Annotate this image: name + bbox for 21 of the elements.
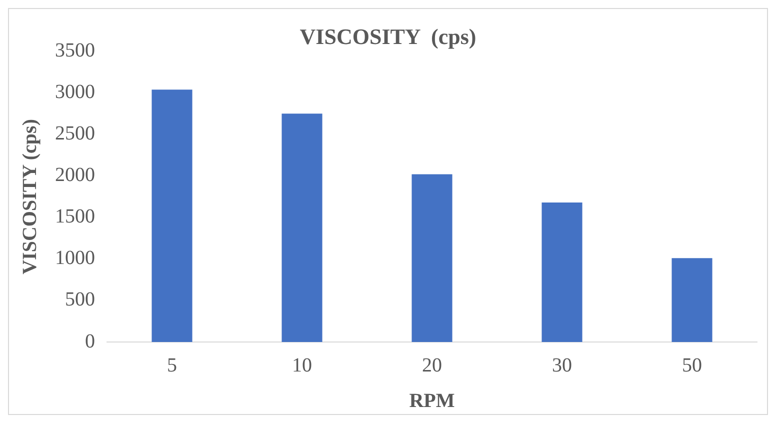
y-tick-label: 3500 <box>55 40 95 62</box>
chart-title: VISCOSITY (cps) <box>300 24 476 49</box>
x-tick-label: 5 <box>167 354 177 376</box>
bar <box>672 258 712 342</box>
y-tick-label: 0 <box>85 330 95 352</box>
y-axis-title: VISCOSITY (cps) <box>19 118 42 274</box>
x-tick-label: 20 <box>422 354 442 376</box>
y-tick-label: 2500 <box>55 122 95 145</box>
bar <box>542 202 582 342</box>
bar <box>152 90 192 342</box>
y-tick-label: 1000 <box>55 247 95 270</box>
bar <box>282 114 322 342</box>
x-tick-label: 30 <box>552 354 572 376</box>
x-tick-label: 50 <box>682 354 702 376</box>
x-tick-label: 10 <box>292 354 312 376</box>
y-tick-label: 500 <box>65 288 95 311</box>
y-tick-label: 2000 <box>55 164 95 186</box>
y-tick-label: 1500 <box>55 206 95 228</box>
bar <box>412 174 452 342</box>
y-tick-label: 3000 <box>55 81 95 104</box>
x-axis-title: RPM <box>409 390 455 412</box>
